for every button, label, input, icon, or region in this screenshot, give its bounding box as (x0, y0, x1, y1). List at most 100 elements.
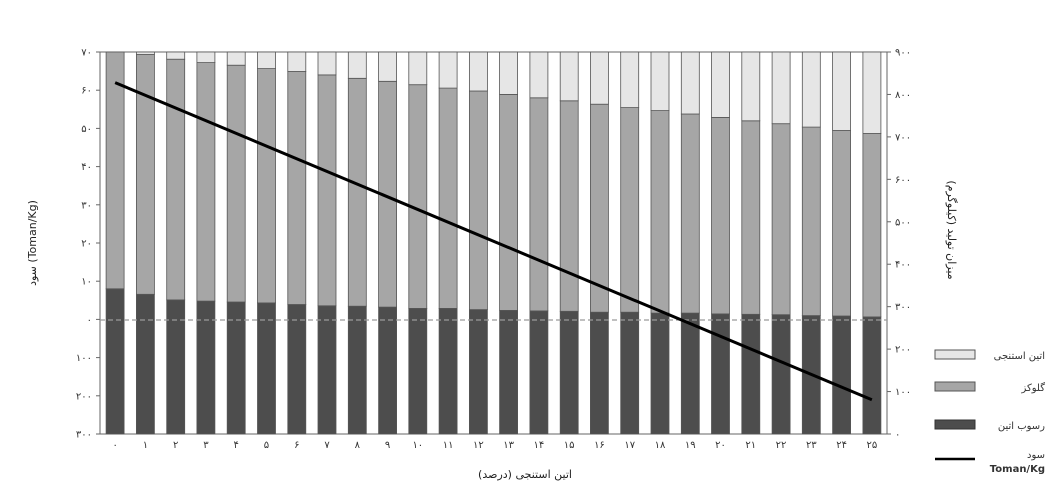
left-tick-label-8: ۱۰۰ (76, 353, 92, 364)
bar-sediment-1 (135, 293, 155, 435)
legend-label-ethene: اتین استنجی (994, 351, 1045, 362)
bar-glucose-10 (408, 84, 428, 309)
bar-ethene-25 (862, 51, 882, 134)
x-tick-label-17: ۱۷ (624, 440, 635, 451)
legend: اتین استنجی گلوکز رسوب اتین سود Toman/Kg (934, 349, 1045, 475)
x-tick-label-9: ۹ (385, 440, 390, 451)
bar-ethene-13 (499, 51, 519, 95)
legend-item-glucose: گلوکز (934, 381, 1045, 394)
bar-glucose-1 (135, 54, 155, 295)
right-tick-label-3: ۶۰۰ (895, 175, 911, 186)
legend-label-glucose: گلوکز (1020, 382, 1045, 394)
x-tick-label-11: ۱۱ (443, 440, 454, 451)
legend-swatch-sediment (934, 419, 976, 430)
bar-sediment-20 (711, 313, 730, 435)
bar-glucose-15 (559, 100, 579, 312)
bar-sediment-3 (196, 300, 216, 435)
bar-ethene-17 (620, 51, 640, 108)
bar-glucose-25 (862, 133, 882, 318)
x-tick-label-13: ۱۳ (503, 440, 514, 451)
left-tick-label-1: ۶۰ (81, 86, 92, 97)
x-tick-label-0: ۰ (112, 440, 117, 451)
bar-sediment-18 (650, 312, 670, 435)
bar-glucose-3 (196, 62, 216, 302)
bar-glucose-14 (529, 97, 549, 312)
x-tick-label-5: ۵ (264, 440, 269, 451)
bar-glucose-19 (680, 113, 700, 314)
bar-glucose-23 (801, 126, 821, 316)
right-tick-label-6: ۳۰۰ (895, 302, 911, 313)
bar-sediment-24 (832, 315, 851, 435)
x-tick-label-18: ۱۸ (655, 440, 666, 451)
bar-ethene-1 (135, 51, 155, 55)
bar-sediment-10 (408, 307, 428, 435)
legend-label-profit: سود (1027, 450, 1045, 461)
x-tick-label-15: ۱۵ (564, 440, 575, 451)
x-tick-label-21: ۲۱ (745, 440, 756, 451)
bar-ethene-4 (226, 51, 246, 66)
left-tick-label-6: ۱۰ (81, 277, 92, 288)
x-tick-label-12: ۱۲ (473, 440, 484, 451)
right-tick-label-5: ۴۰۰ (895, 260, 911, 271)
bar-sediment-17 (620, 311, 640, 435)
bar-ethene-2 (166, 51, 186, 60)
x-tick-label-7: ۷ (324, 440, 330, 451)
bar-glucose-8 (347, 77, 367, 307)
bar-sediment-15 (559, 310, 579, 435)
right-axis-ticks: ۹۰۰ ۸۰۰ ۷۰۰ ۶۰۰ ۵۰۰ ۴۰۰ ۳۰۰ ۲۰۰ ۱۰۰ ۰ (887, 48, 911, 441)
legend-item-profit: سود Toman/Kg (935, 450, 1045, 475)
bar-glucose-11 (438, 87, 458, 309)
bar-glucose-17 (620, 107, 640, 313)
x-tick-label-2: ۲ (173, 440, 178, 451)
bar-sediment-22 (771, 314, 791, 435)
right-tick-label-1: ۸۰۰ (895, 90, 911, 101)
bar-glucose-16 (590, 103, 609, 313)
bar-ethene-16 (590, 51, 609, 105)
bar-ethene-14 (529, 51, 549, 99)
bar-ethene-19 (680, 51, 700, 115)
bar-sediment-4 (226, 301, 246, 435)
bar-glucose-13 (499, 94, 519, 311)
bar-sediment-19 (680, 312, 700, 435)
x-tick-label-8: ۸ (355, 440, 361, 451)
left-tick-label-3: ۴۰ (81, 162, 92, 173)
right-tick-label-2: ۷۰۰ (895, 132, 911, 143)
profit-line (114, 81, 873, 402)
bar-glucose-7 (317, 74, 337, 307)
bar-ethene-9 (378, 51, 398, 82)
y-axis-right-title: میزان تولید (کیلوگرم) (945, 180, 958, 279)
y-axis-left-title: سود (Toman/Kg) (26, 200, 39, 286)
bar-glucose-21 (741, 120, 761, 315)
bar-glucose-6 (287, 71, 307, 305)
bar-sediment-9 (378, 306, 398, 435)
x-axis-title: اتین استنجی (درصد) (478, 468, 572, 481)
left-tick-label-10: ۳۰۰ (76, 430, 92, 441)
bar-glucose-4 (226, 64, 246, 303)
bar-ethene-21 (741, 51, 761, 122)
right-tick-label-7: ۲۰۰ (895, 345, 911, 356)
bar-sediment-5 (257, 302, 276, 435)
bar-ethene-6 (287, 51, 307, 72)
bar-ethene-10 (408, 51, 428, 86)
legend-swatch-glucose (934, 381, 976, 392)
plot-area (99, 51, 888, 435)
bar-ethene-8 (347, 51, 367, 79)
plot-frame (99, 51, 888, 435)
bar-sediment-16 (590, 311, 609, 435)
bar-sediment-12 (468, 309, 488, 435)
x-tick-label-25: ۲۵ (866, 440, 877, 451)
bar-ethene-15 (559, 51, 579, 102)
bar-ethene-24 (832, 51, 851, 131)
x-tick-label-10: ۱۰ (412, 440, 423, 451)
legend-label-profit-unit: Toman/Kg (990, 464, 1045, 475)
x-tick-label-20: ۲۰ (715, 440, 726, 451)
bar-sediment-14 (529, 310, 549, 435)
x-tick-label-6: ۶ (294, 440, 299, 451)
bar-sediment-13 (499, 310, 519, 435)
x-tick-label-16: ۱۶ (594, 440, 605, 451)
bar-glucose-22 (771, 123, 791, 316)
bar-ethene-22 (771, 51, 791, 125)
left-tick-label-0: ۷۰ (81, 48, 92, 59)
